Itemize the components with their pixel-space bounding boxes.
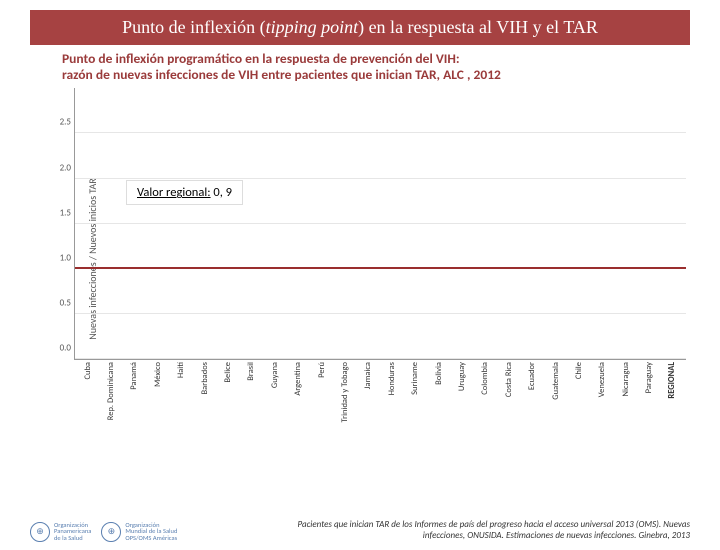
chart-container: Nuevas infecciones / Nuevos inicios TAR … [46, 88, 690, 430]
x-tick-label: Honduras [382, 360, 401, 430]
x-tick-label: Haití [172, 360, 191, 430]
x-tick-label: Chile [569, 360, 588, 430]
gridline [75, 178, 686, 179]
logo-paho: ⊕ OrganizaciónPanamericanade la Salud [30, 522, 91, 542]
x-tick-label: Barbados [195, 360, 214, 430]
x-tick-label: Nicaragua [616, 360, 635, 430]
x-tick-label: Brasil [242, 360, 261, 430]
globe-icon: ⊕ [30, 522, 50, 542]
x-tick-label: Paraguay [639, 360, 658, 430]
x-tick-label: Cuba [78, 360, 97, 430]
regional-annotation: Valor regional: 0, 9 [126, 180, 243, 205]
annotation-label: Valor regional: [137, 185, 211, 200]
x-tick-label: Uruguay [452, 360, 471, 430]
x-tick-label: Trinidad y Tobago [335, 360, 354, 430]
gridline [75, 223, 686, 224]
x-labels-group: CubaRep. Dominicana PanamáMéxico HaitíBarb… [74, 360, 686, 430]
x-tick-label: Panamá [125, 360, 144, 430]
x-tick-label: REGIONAL [663, 360, 682, 430]
y-tick-label: 0.5 [49, 298, 71, 309]
globe-icon: ⊕ [101, 522, 121, 542]
source-note: Pacientes que inician TAR de los Informe… [270, 520, 690, 542]
gridline [75, 132, 686, 133]
x-tick-label: Argentina [289, 360, 308, 430]
x-tick-label: Venezuela [593, 360, 612, 430]
plot-area: 0.00.51.01.52.02.5 [74, 88, 686, 360]
footer: ⊕ OrganizaciónPanamericanade la Salud ⊕ … [30, 520, 690, 542]
x-tick-label: Colombia [476, 360, 495, 430]
chart-subtitle: Punto de inflexión programático en la re… [62, 51, 678, 85]
x-tick-label: Belice [218, 360, 237, 430]
x-tick-label: Bolivia [429, 360, 448, 430]
subtitle-line2: razón de nuevas infecciones de VIH entre… [62, 66, 501, 83]
gridline [75, 313, 686, 314]
y-tick-label: 0.0 [49, 343, 71, 354]
y-tick-label: 1.0 [49, 252, 71, 263]
logo-who: ⊕ OrganizaciónMundial de la SaludOPS/OMS… [101, 522, 177, 542]
x-tick-label: Rep. Dominicana [101, 360, 120, 430]
x-tick-label: Jamaica [359, 360, 378, 430]
x-tick-label: Guatemala [546, 360, 565, 430]
slide-title: Punto de inflexión (tipping point) en la… [30, 10, 690, 45]
subtitle-line1: Punto de inflexión programático en la re… [62, 50, 460, 67]
gridline [75, 358, 686, 359]
y-tick-label: 2.5 [49, 117, 71, 128]
reference-line [75, 267, 686, 269]
y-tick-label: 1.5 [49, 207, 71, 218]
logo-group: ⊕ OrganizaciónPanamericanade la Salud ⊕ … [30, 522, 177, 542]
x-tick-label: Ecuador [522, 360, 541, 430]
x-tick-label: México [148, 360, 167, 430]
y-tick-label: 2.0 [49, 162, 71, 173]
logo-paho-text: OrganizaciónPanamericanade la Salud [54, 522, 91, 542]
x-tick-label: Costa Rica [499, 360, 518, 430]
x-tick-label: Perú [312, 360, 331, 430]
annotation-value: 0, 9 [213, 185, 232, 200]
bars-group [75, 88, 686, 359]
x-tick-label: Suriname [405, 360, 424, 430]
x-tick-label: Guyana [265, 360, 284, 430]
logo-who-text: OrganizaciónMundial de la SaludOPS/OMS A… [125, 522, 177, 542]
